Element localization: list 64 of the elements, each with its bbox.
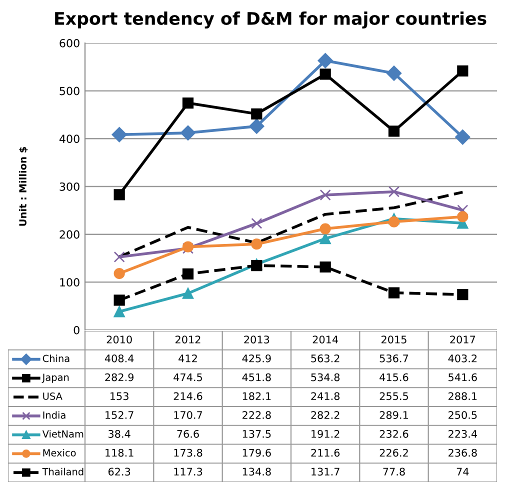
- data-label: 241.8: [311, 392, 340, 400]
- x-tick-label: 2017: [450, 336, 476, 344]
- data-label: 412: [178, 354, 197, 362]
- x-tick-label: 2010: [106, 336, 132, 344]
- data-label: 77.8: [383, 468, 405, 476]
- data-label: 563.2: [311, 354, 340, 362]
- legend-label: VietNam: [42, 430, 84, 438]
- data-label: 282.2: [311, 411, 340, 419]
- data-label: 282.9: [105, 373, 134, 382]
- data-label: 62.3: [108, 468, 130, 476]
- legend-label: China: [42, 354, 70, 362]
- legend-label: USA: [43, 392, 62, 400]
- y-tick-label: 500: [60, 86, 80, 96]
- data-label: 117.3: [174, 468, 202, 476]
- data-label: 74: [456, 468, 469, 476]
- data-label: 118.1: [106, 448, 134, 457]
- y-tick-label: 600: [60, 38, 80, 48]
- data-label: 211.6: [311, 448, 340, 457]
- y-tick-label: 100: [60, 278, 80, 287]
- data-label: 232.6: [380, 430, 408, 438]
- data-label: 288.1: [448, 392, 477, 400]
- data-label: 153: [110, 392, 128, 400]
- chart-title: Export tendency of D&M for major countries: [55, 12, 486, 28]
- data-label: 170.7: [174, 411, 202, 419]
- y-tick-label: 400: [59, 134, 80, 144]
- legend-label: Mexico: [43, 448, 76, 457]
- x-tick-label: 2015: [382, 336, 406, 344]
- data-label: 214.6: [174, 392, 202, 400]
- data-label: 474.5: [174, 373, 202, 382]
- data-label: 137.5: [242, 430, 271, 438]
- data-label: 425.9: [242, 354, 271, 362]
- y-axis-title: Unit : Million $: [18, 147, 28, 226]
- y-tick-label: 200: [60, 230, 80, 239]
- data-label: 173.8: [174, 448, 202, 457]
- data-label: 182.1: [242, 392, 271, 400]
- data-label: 403.2: [448, 354, 477, 362]
- data-label: 236.8: [448, 448, 477, 457]
- data-label: 191.2: [312, 430, 340, 438]
- data-label: 222.8: [242, 411, 271, 419]
- data-label: 415.6: [380, 373, 408, 382]
- data-label: 179.6: [242, 448, 271, 457]
- data-label: 541.6: [448, 373, 477, 382]
- y-tick-label: 300: [60, 182, 80, 191]
- data-label: 226.2: [380, 448, 408, 457]
- data-label: 223.4: [448, 430, 477, 438]
- data-label: 536.7: [380, 354, 408, 362]
- data-label: 38.4: [108, 430, 130, 438]
- data-label: 289.1: [380, 411, 408, 419]
- legend-label: India: [43, 411, 66, 419]
- legend-label: Japan: [42, 374, 69, 383]
- legend-label: Thailand: [42, 468, 84, 476]
- data-label: 152.7: [106, 411, 134, 419]
- x-tick-label: 2013: [244, 336, 270, 344]
- data-label: 534.8: [311, 373, 340, 382]
- data-label: 451.8: [242, 373, 271, 382]
- x-tick-label: 2012: [176, 336, 200, 344]
- data-label: 250.5: [448, 411, 477, 419]
- data-label: 255.5: [380, 392, 408, 400]
- y-tick-label: 0: [74, 326, 80, 334]
- data-label: 131.7: [312, 468, 340, 476]
- data-label: 76.6: [177, 430, 199, 438]
- x-tick-label: 2014: [312, 336, 338, 344]
- data-label: 408.4: [104, 354, 134, 362]
- data-label: 134.8: [242, 468, 271, 476]
